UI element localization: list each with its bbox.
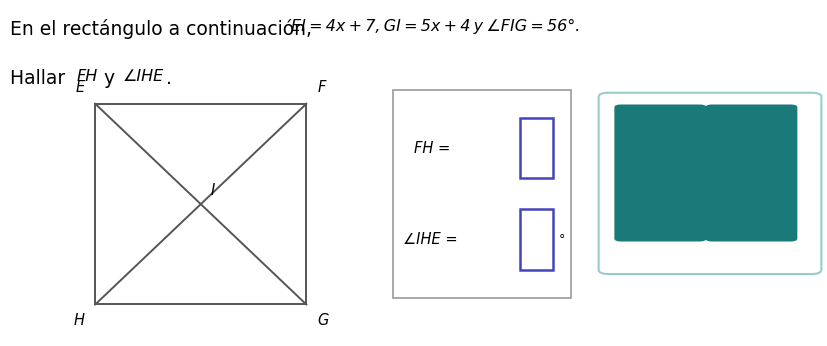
Text: °: ° <box>558 233 565 246</box>
FancyBboxPatch shape <box>705 104 796 242</box>
Text: I: I <box>211 183 215 198</box>
FancyBboxPatch shape <box>393 90 571 298</box>
FancyBboxPatch shape <box>598 93 820 274</box>
Text: .: . <box>165 69 171 88</box>
FancyBboxPatch shape <box>614 104 705 242</box>
Text: FH: FH <box>76 69 98 84</box>
Text: y: y <box>98 69 121 88</box>
Text: ∠IHE =: ∠IHE = <box>403 232 457 247</box>
Text: G: G <box>317 313 328 328</box>
Text: EI = 4x + 7, GI = 5x + 4 y ∠FIG = 56°.: EI = 4x + 7, GI = 5x + 4 y ∠FIG = 56°. <box>291 19 580 34</box>
Text: ×: × <box>652 164 667 182</box>
FancyBboxPatch shape <box>519 209 552 270</box>
Text: FH =: FH = <box>414 140 450 156</box>
Text: E: E <box>75 80 84 95</box>
Text: F: F <box>317 80 325 95</box>
Text: H: H <box>74 313 84 328</box>
Text: ↺: ↺ <box>743 164 758 182</box>
FancyBboxPatch shape <box>519 118 552 179</box>
Text: ∠IHE: ∠IHE <box>122 69 164 84</box>
Text: Hallar: Hallar <box>10 69 71 88</box>
Text: En el rectángulo a continuación,: En el rectángulo a continuación, <box>10 19 318 39</box>
